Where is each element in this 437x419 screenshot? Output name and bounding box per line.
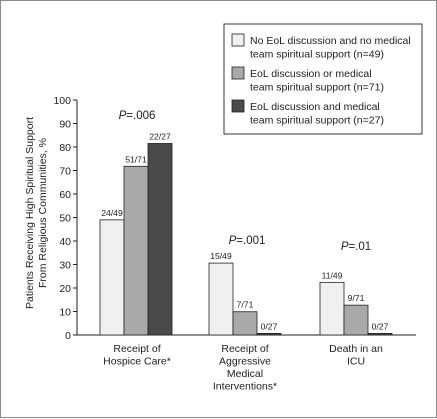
x-category-label-0: Receipt of Hospice Care* [103, 343, 171, 368]
legend-entry-0: No EoL discussion and no medical team spi… [250, 35, 411, 61]
x-category-label-1: Receipt of Aggressive Medical Interventions… [213, 343, 277, 393]
x-category-label-1-line-3: Interventions* [213, 381, 277, 393]
x-category-label-1-line-0: Receipt of [221, 343, 268, 355]
bar-label-series1-cat0: 51/71 [125, 154, 147, 164]
bar-label-series0-cat0: 24/49 [101, 208, 123, 218]
x-category-label-0-line-1: Hospice Care* [103, 356, 171, 368]
legend-entry-0-line-1: team spiritual support (n=49) [250, 49, 384, 61]
legend-swatch-0 [231, 33, 245, 47]
x-category-label-1-line-1: Aggressive [219, 356, 271, 368]
bar-label-series2-cat1: 0/27 [261, 321, 278, 331]
legend-entry-1: EoL discussion or medical team spiritual … [250, 68, 384, 94]
x-category-label-2-line-1: ICU [347, 356, 365, 368]
y-tick-label-1: 10 [59, 306, 71, 318]
x-category-label-2: Death in an ICU [329, 343, 383, 368]
bar-series1-cat2 [343, 304, 369, 336]
bar-series0-cat1 [208, 262, 234, 336]
y-tick-label-8: 80 [59, 142, 71, 154]
y-tick-label-0: 0 [65, 330, 71, 342]
y-axis-label-line-1: From Religious Communities, % [37, 138, 49, 288]
p-value-prefix-1: P [229, 235, 237, 247]
legend-entry-1-line-0: EoL discussion or medical [250, 68, 372, 80]
legend-swatch-1 [231, 66, 245, 80]
legend-swatch-2 [231, 99, 245, 113]
legend-entry-2-line-1: team spiritual support (n=27) [250, 115, 384, 127]
y-tick-label-4: 40 [59, 236, 71, 248]
x-category-label-0-line-0: Receipt of [113, 343, 160, 355]
legend-entry-2: EoL discussion and medical team spiritual… [250, 101, 384, 127]
p-value-number-0: =.006 [126, 110, 155, 122]
x-category-label-2-line-0: Death in an [329, 343, 383, 355]
legend-box [223, 23, 423, 135]
bar-series2-cat1 [256, 332, 282, 336]
bar-series2-cat0 [147, 143, 173, 336]
p-value-number-2: =.01 [348, 241, 371, 253]
bar-label-series0-cat1: 15/49 [210, 251, 232, 261]
y-tick-label-3: 30 [59, 259, 71, 271]
y-tick-label-6: 60 [59, 189, 71, 201]
y-tick-label-2: 20 [59, 283, 71, 295]
bar-label-series0-cat2: 11/49 [322, 270, 343, 280]
p-value-number-1: =.001 [236, 235, 265, 247]
p-value-prefix-2: P [341, 241, 349, 253]
y-axis-label: Patients Receiving High Spiritual Suppor… [24, 117, 49, 309]
y-tick-label-9: 90 [59, 118, 71, 130]
bar-label-series2-cat0: 22/27 [149, 131, 171, 141]
bar-label-series1-cat2: 9/71 [348, 293, 365, 303]
bar-series2-cat2 [367, 332, 393, 336]
bar-series0-cat2 [319, 281, 345, 336]
bar-series1-cat0 [123, 165, 149, 336]
p-value-prefix-0: P [119, 110, 127, 122]
bar-series0-cat0 [99, 219, 125, 336]
y-tick-label-10: 100 [53, 95, 71, 107]
legend-entry-1-line-1: team spiritual support (n=71) [250, 82, 384, 94]
p-value-2: P=.01 [341, 241, 371, 253]
x-category-label-1-line-2: Medical [227, 368, 263, 380]
legend-entry-2-line-0: EoL discussion and medical [250, 101, 380, 113]
y-tick-label-7: 70 [59, 165, 71, 177]
bar-series1-cat1 [232, 311, 258, 336]
p-value-0: P=.006 [119, 110, 156, 122]
bar-label-series2-cat2: 0/27 [372, 321, 389, 331]
y-axis-label-line-0: Patients Receiving High Spiritual Suppor… [24, 117, 36, 309]
bar-label-series1-cat1: 7/71 [237, 300, 254, 310]
legend-entry-0-line-0: No EoL discussion and no medical [250, 35, 411, 47]
p-value-1: P=.001 [229, 235, 266, 247]
y-tick-label-5: 50 [59, 212, 71, 224]
